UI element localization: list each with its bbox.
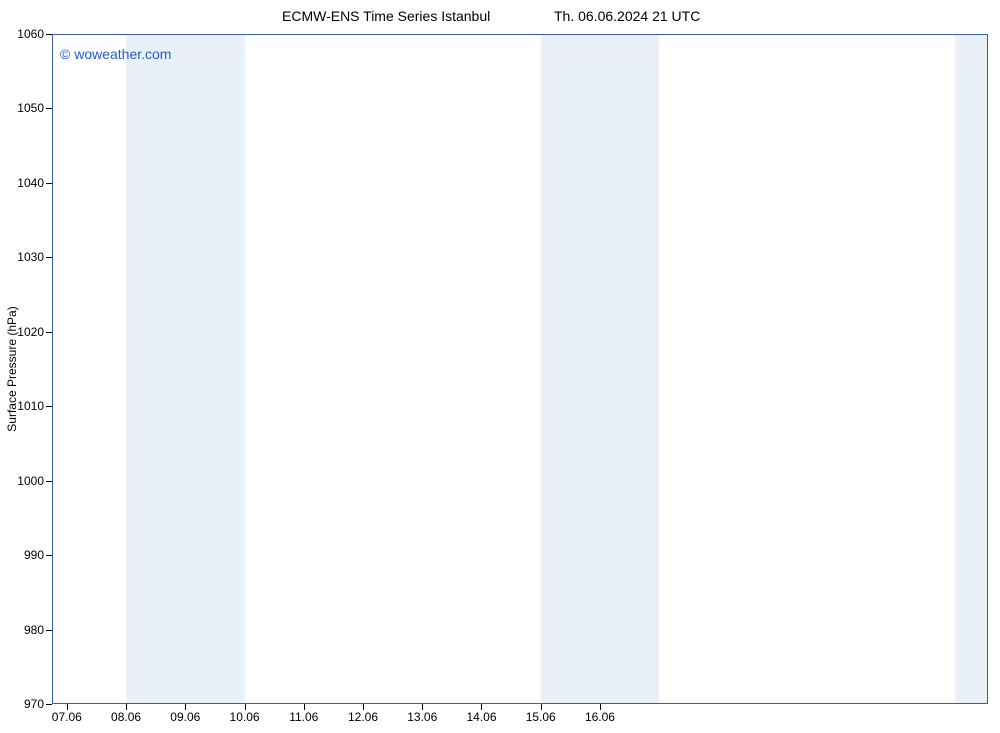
y-tick-mark (46, 630, 52, 631)
y-tick-mark (46, 704, 52, 705)
x-tick-label: 16.06 (585, 710, 615, 724)
x-tick-label: 08.06 (111, 710, 141, 724)
y-tick-mark (46, 108, 52, 109)
weekend-band (541, 34, 659, 704)
x-tick-mark (363, 704, 364, 710)
y-tick-mark (46, 332, 52, 333)
x-tick-mark (481, 704, 482, 710)
x-tick-mark (600, 704, 601, 710)
y-tick-label: 1030 (17, 250, 44, 264)
x-tick-label: 13.06 (407, 710, 437, 724)
y-tick-label: 1060 (17, 27, 44, 41)
y-tick-label: 990 (24, 548, 44, 562)
y-tick-label: 1000 (17, 474, 44, 488)
x-tick-label: 07.06 (52, 710, 82, 724)
plot-area: © woweather.com (52, 34, 988, 704)
x-tick-mark (541, 704, 542, 710)
watermark: © woweather.com (60, 46, 171, 62)
x-tick-mark (304, 704, 305, 710)
y-tick-label: 970 (24, 697, 44, 711)
x-tick-label: 14.06 (466, 710, 496, 724)
chart-title-left: ECMW-ENS Time Series Istanbul (282, 8, 490, 24)
y-tick-label: 1010 (17, 399, 44, 413)
y-tick-mark (46, 34, 52, 35)
chart-title-right: Th. 06.06.2024 21 UTC (554, 8, 700, 24)
x-tick-label: 09.06 (170, 710, 200, 724)
y-tick-mark (46, 257, 52, 258)
x-tick-label: 15.06 (526, 710, 556, 724)
x-tick-mark (67, 704, 68, 710)
y-tick-label: 980 (24, 623, 44, 637)
x-tick-label: 11.06 (289, 710, 318, 724)
x-tick-mark (245, 704, 246, 710)
weekend-band (955, 34, 988, 704)
x-tick-label: 10.06 (230, 710, 260, 724)
y-tick-label: 1020 (17, 325, 44, 339)
y-tick-mark (46, 406, 52, 407)
x-tick-mark (422, 704, 423, 710)
x-tick-mark (126, 704, 127, 710)
y-tick-mark (46, 183, 52, 184)
y-tick-mark (46, 555, 52, 556)
x-tick-label: 12.06 (348, 710, 378, 724)
y-tick-label: 1040 (17, 176, 44, 190)
x-tick-mark (185, 704, 186, 710)
y-tick-label: 1050 (17, 101, 44, 115)
y-tick-mark (46, 481, 52, 482)
weekend-band (126, 34, 244, 704)
chart-container: ECMW-ENS Time Series Istanbul Th. 06.06.… (0, 0, 1000, 733)
